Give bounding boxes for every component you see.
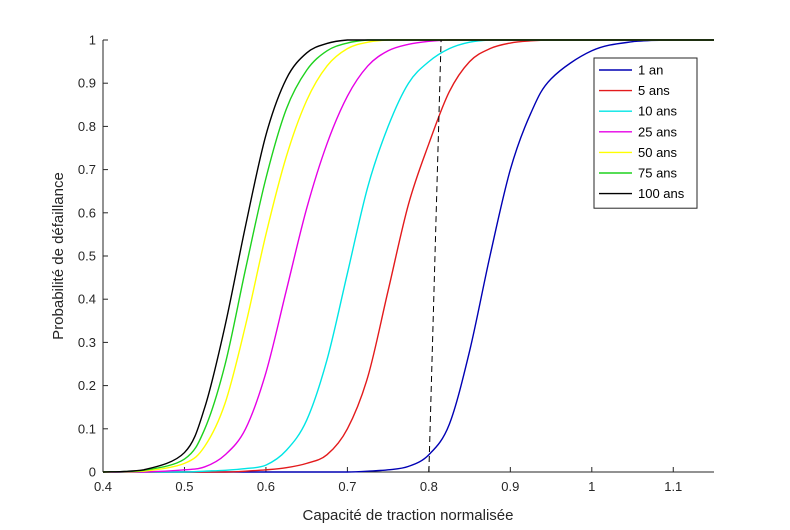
legend-label-1: 1 an: [638, 63, 663, 78]
legend-label-3: 10 ans: [638, 104, 678, 119]
y-tick-label: 0: [89, 465, 96, 480]
legend-label-6: 75 ans: [638, 166, 678, 181]
legend-label-5: 50 ans: [638, 145, 678, 160]
y-tick-label: 0.5: [78, 249, 96, 264]
x-tick-label: 0.4: [94, 479, 112, 494]
reference-line-group: [428, 39, 442, 473]
reference-dashed-line: [428, 39, 442, 473]
series-lines: [102, 39, 714, 473]
x-tick-label: 0.9: [501, 479, 519, 494]
y-tick-label: 0.3: [78, 335, 96, 350]
legend-box: [593, 57, 698, 209]
legend-label-7: 100 ans: [638, 186, 685, 201]
y-tick-label: 1: [89, 33, 96, 48]
x-axis-title: Capacité de traction normalisée: [303, 507, 514, 524]
x-tick-label: 0.6: [257, 479, 275, 494]
x-tick-label: 0.8: [420, 479, 438, 494]
x-tick-label: 0.5: [175, 479, 193, 494]
y-tick-label: 0.8: [78, 119, 96, 134]
legend: 1 an 5 ans 10 ans 25 ans 50 ans 75 ans 100 ans: [593, 57, 698, 209]
y-tick-label: 0.1: [78, 421, 96, 436]
x-ticks: 0.4 0.5 0.6 0.7 0.8 0.9 1 1.1: [94, 467, 682, 494]
legend-label-4: 25 ans: [638, 124, 678, 139]
y-tick-label: 0.4: [78, 292, 96, 307]
series-line-7: [102, 39, 714, 473]
y-tick-label: 0.9: [78, 76, 96, 91]
y-tick-label: 0.2: [78, 378, 96, 393]
y-tick-label: 0.6: [78, 205, 96, 220]
legend-label-2: 5 ans: [638, 83, 670, 98]
y-ticks: 0 0.1 0.2 0.3 0.4 0.5 0.6 0.7 0.8 0.9 1: [78, 33, 108, 480]
x-tick-label: 0.7: [338, 479, 356, 494]
x-tick-label: 1: [588, 479, 595, 494]
y-axis-title: Probabilité de défaillance: [50, 172, 67, 340]
y-tick-label: 0.7: [78, 162, 96, 177]
x-tick-label: 1.1: [664, 479, 682, 494]
